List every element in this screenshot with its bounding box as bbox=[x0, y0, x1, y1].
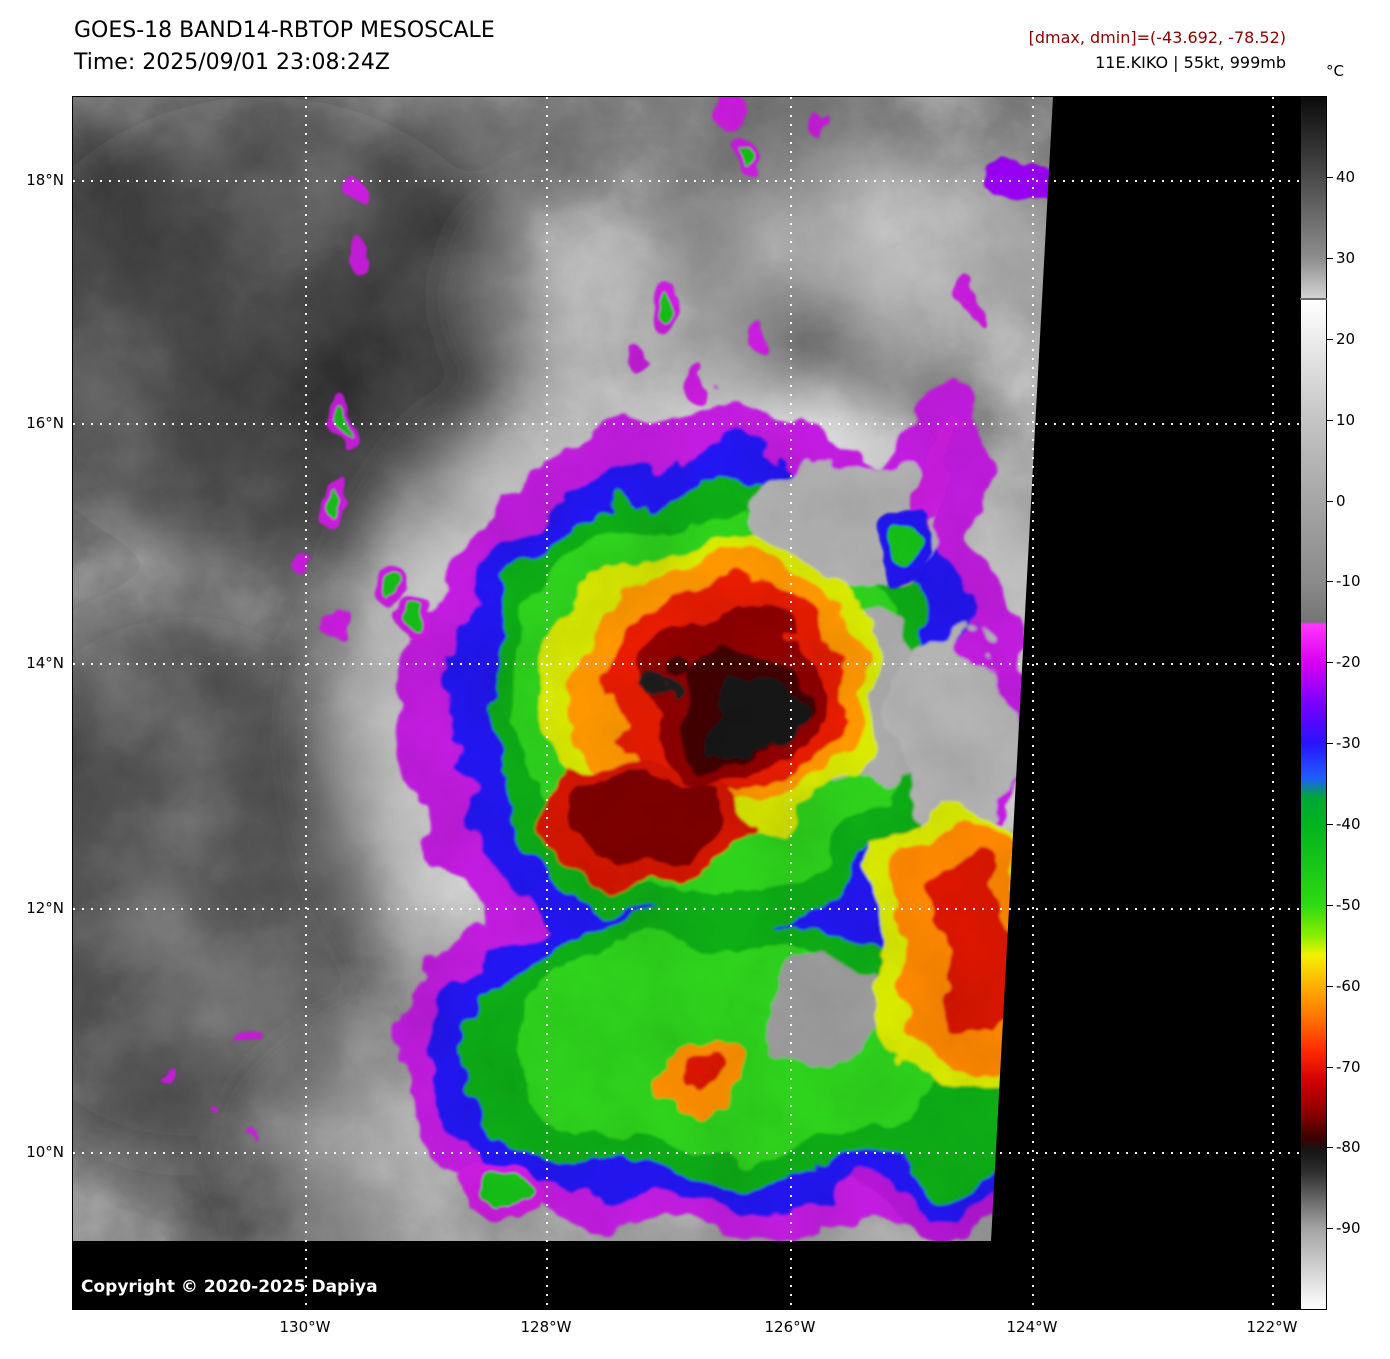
colorbar-tick-label: 40 bbox=[1326, 168, 1356, 186]
colorbar-tick-label: -30 bbox=[1327, 734, 1361, 752]
gridline-lat-12n bbox=[73, 908, 1299, 910]
scan-edge-no-data bbox=[73, 97, 1299, 1309]
lon-label-128w: 128°W bbox=[520, 1318, 572, 1336]
colorbar-tick-label: -80 bbox=[1327, 1138, 1361, 1156]
gridline-lat-14n bbox=[73, 663, 1299, 665]
storm-info: 11E.KIKO | 55kt, 999mb bbox=[1095, 53, 1286, 72]
gridline-lon-124w bbox=[1032, 97, 1034, 1309]
colorbar-unit-label: °C bbox=[1326, 62, 1344, 80]
colorbar-tick-label: 30 bbox=[1326, 249, 1356, 267]
colorbar-tick-label: -60 bbox=[1327, 977, 1361, 995]
lat-label-16n: 16°N bbox=[26, 414, 64, 432]
colorbar-tick-label: 0 bbox=[1327, 492, 1346, 510]
colorbar-tick-label: 10 bbox=[1326, 411, 1356, 429]
gridline-lon-122w bbox=[1272, 97, 1274, 1309]
temperature-colorbar bbox=[1300, 96, 1327, 1310]
colorbar-break-line bbox=[1300, 298, 1327, 300]
colorbar-tick-label: -20 bbox=[1327, 653, 1361, 671]
colorbar-tick-label: -10 bbox=[1327, 572, 1361, 590]
timestamp: Time: 2025/09/01 23:08:24Z bbox=[74, 50, 390, 75]
satellite-map: Copyright © 2020-2025 Dapiya bbox=[72, 96, 1300, 1310]
satellite-imagery bbox=[73, 97, 1299, 1309]
lon-label-130w: 130°W bbox=[279, 1318, 331, 1336]
lon-label-122w: 122°W bbox=[1246, 1318, 1298, 1336]
colorbar-tick-label: -50 bbox=[1327, 896, 1361, 914]
lat-label-10n: 10°N bbox=[26, 1143, 64, 1161]
lat-label-12n: 12°N bbox=[26, 899, 64, 917]
lat-label-14n: 14°N bbox=[26, 654, 64, 672]
gridline-lon-130w bbox=[305, 97, 307, 1309]
dmax-dmin-readout: [dmax, dmin]=(-43.692, -78.52) bbox=[1028, 28, 1286, 47]
gridline-lat-10n bbox=[73, 1152, 1299, 1154]
product-title: GOES-18 BAND14-RBTOP MESOSCALE bbox=[74, 18, 495, 43]
lat-label-18n: 18°N bbox=[26, 171, 64, 189]
gridline-lon-128w bbox=[546, 97, 548, 1309]
lon-label-124w: 124°W bbox=[1006, 1318, 1058, 1336]
gridline-lat-18n bbox=[73, 180, 1299, 182]
gridline-lat-16n bbox=[73, 423, 1299, 425]
colorbar-tick-label: -40 bbox=[1327, 815, 1361, 833]
colorbar-tick-label: -90 bbox=[1327, 1219, 1361, 1237]
lon-label-126w: 126°W bbox=[764, 1318, 816, 1336]
gridline-lon-126w bbox=[790, 97, 792, 1309]
copyright-notice: Copyright © 2020-2025 Dapiya bbox=[81, 1277, 378, 1297]
colorbar-tick-label: -70 bbox=[1327, 1058, 1361, 1076]
colorbar-tick-label: 20 bbox=[1326, 330, 1356, 348]
